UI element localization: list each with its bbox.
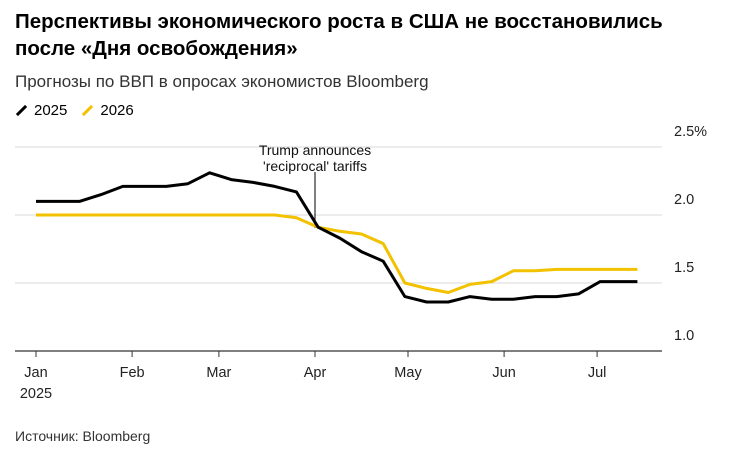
x-tick-label: Jul [588, 365, 607, 381]
y-tick-label: 2.0 [674, 192, 694, 208]
legend-label: 2026 [100, 102, 134, 119]
chart-subtitle: Прогнозы по ВВП в опросах экономистов Bl… [15, 72, 429, 91]
legend-item-2025: 2025 [15, 102, 67, 119]
x-tick-label: Jun [492, 365, 515, 381]
x-tick-label: Mar [206, 365, 231, 381]
y-tick-label: 2.5% [674, 124, 707, 140]
x-tick-label: Feb [120, 365, 145, 381]
series-line-2026 [36, 213, 638, 294]
x-tick-label: Jan [24, 365, 47, 381]
legend-item-2026: 2026 [81, 102, 134, 119]
source-note: Источник: Bloomberg [15, 428, 151, 444]
x-tick-label: May [394, 365, 422, 381]
y-tick-label: 1.0 [674, 328, 694, 344]
legend-label: 2025 [34, 102, 68, 119]
chart-title: Перспективы экономического роста в США н… [15, 10, 663, 60]
x-tick-label: Apr [304, 365, 327, 381]
annotation-text: 'reciprocal' tariffs [263, 158, 367, 174]
annotation-text: Trump announces [259, 142, 371, 158]
legend: 2025 2026 [15, 102, 134, 119]
y-tick-label: 1.5 [674, 260, 694, 276]
x-tick-sublabel: 2025 [20, 386, 52, 402]
